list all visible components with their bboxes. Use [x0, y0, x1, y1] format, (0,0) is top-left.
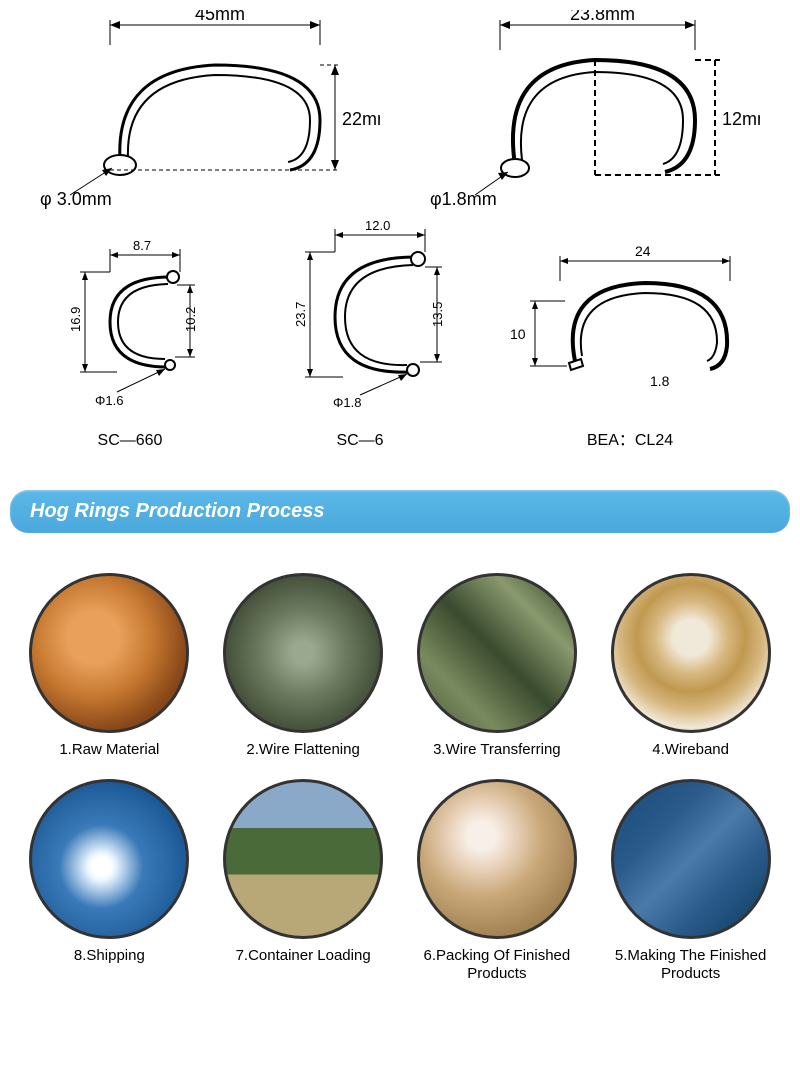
- diagram-cl24: 24 10 1.8 BEA：CL24: [505, 231, 755, 450]
- diagram-large-right-svg: 23.8mm 12mm φ1.8mm: [420, 10, 760, 210]
- process-item-8: 5.Making The Finished Products: [601, 779, 780, 983]
- process-item-2: 2.Wire Flattening: [214, 573, 393, 759]
- dim-height-left: 22mm: [342, 109, 380, 129]
- sc6-model: SC—6: [265, 432, 455, 450]
- process-image-7: [417, 779, 577, 939]
- process-image-4: [611, 573, 771, 733]
- process-label-7: 6.Packing Of Finished Products: [417, 947, 577, 983]
- process-label-8: 5.Making The Finished Products: [611, 947, 771, 983]
- process-label-1: 1.Raw Material: [59, 741, 159, 759]
- process-grid: 1.Raw Material 2.Wire Flattening 3.Wire Tr…: [0, 563, 800, 993]
- dim-dia-left: φ 3.0mm: [40, 189, 112, 209]
- process-item-3: 3.Wire Transferring: [408, 573, 587, 759]
- cl24-model: BEA：CL24: [505, 426, 755, 450]
- sc660-dia: Φ1.6: [95, 393, 123, 408]
- process-image-3: [417, 573, 577, 733]
- sc6-width: 12.0: [365, 218, 390, 233]
- process-item-7: 6.Packing Of Finished Products: [408, 779, 587, 983]
- cl24-width: 24: [635, 243, 651, 259]
- process-label-2: 2.Wire Flattening: [246, 741, 359, 759]
- process-image-5: [29, 779, 189, 939]
- cl24-height: 10: [510, 326, 526, 342]
- mid-diagrams-row: 8.7 16.9 10.2 Φ1.6 SC—660: [0, 220, 800, 470]
- dim-top-right: 23.8mm: [570, 10, 635, 24]
- dim-top-left: 45mm: [195, 10, 245, 24]
- process-image-2: [223, 573, 383, 733]
- dim-dia-right: φ1.8mm: [430, 189, 497, 209]
- sc6-inner-h: 13.5: [430, 302, 445, 327]
- sc660-inner-h: 10.2: [183, 307, 198, 332]
- process-item-6: 7.Container Loading: [214, 779, 393, 983]
- process-label-4: 4.Wireband: [652, 741, 729, 759]
- process-label-5: 8.Shipping: [74, 947, 145, 965]
- diagram-large-right: 23.8mm 12mm φ1.8mm: [420, 10, 760, 200]
- dim-height-right: 12mm: [722, 109, 760, 129]
- process-item-5: 8.Shipping: [20, 779, 199, 983]
- diagram-large-left: 45mm 22mm φ 3.0mm: [40, 10, 380, 200]
- sc660-outer-h: 16.9: [68, 307, 83, 332]
- process-label-6: 7.Container Loading: [236, 947, 371, 965]
- section-header: Hog Rings Production Process: [10, 490, 790, 533]
- process-label-3: 3.Wire Transferring: [433, 741, 561, 759]
- diagram-sc660: 8.7 16.9 10.2 Φ1.6 SC—660: [45, 237, 215, 450]
- sc6-dia: Φ1.8: [333, 395, 361, 410]
- process-item-1: 1.Raw Material: [20, 573, 199, 759]
- sc6-outer-h: 23.7: [293, 302, 308, 327]
- sc660-model: SC—660: [45, 432, 215, 450]
- process-image-8: [611, 779, 771, 939]
- process-item-4: 4.Wireband: [601, 573, 780, 759]
- diagram-sc6: 12.0 23.7 13.5 Φ1.8 SC—6: [265, 217, 455, 450]
- process-image-6: [223, 779, 383, 939]
- sc660-width: 8.7: [133, 238, 151, 253]
- process-image-1: [29, 573, 189, 733]
- diagram-large-left-svg: 45mm 22mm φ 3.0mm: [40, 10, 380, 210]
- top-diagrams-row: 45mm 22mm φ 3.0mm 23.8: [0, 0, 800, 220]
- cl24-dia: 1.8: [650, 373, 670, 389]
